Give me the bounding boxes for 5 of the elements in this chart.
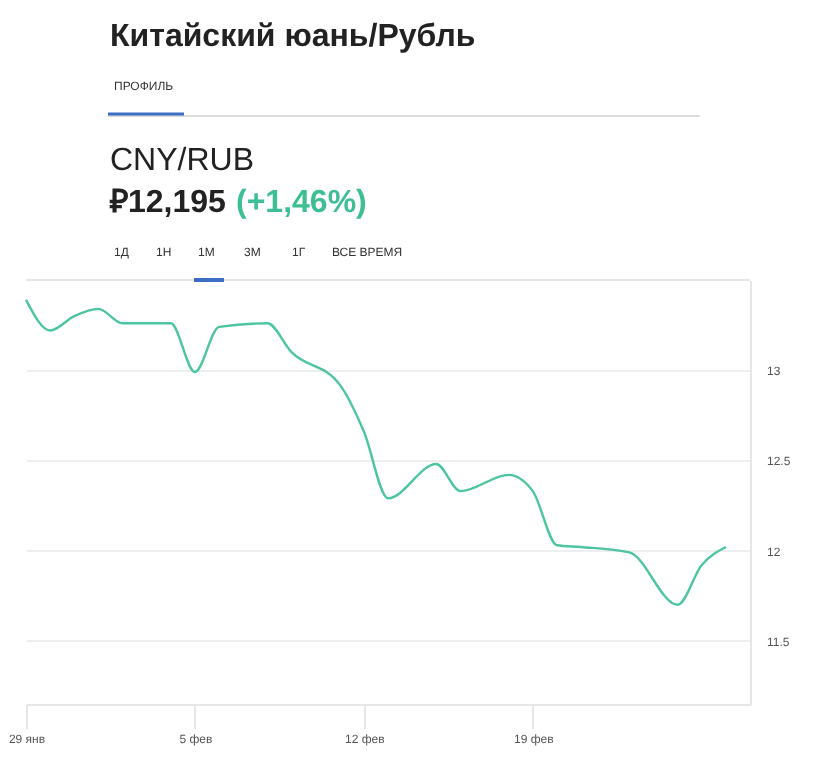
text: (+1,46%) <box>236 186 367 220</box>
line-series <box>24 298 728 606</box>
chart-title: Китайский юань/Рубль <box>110 20 476 54</box>
chart-subtitle: CNY/RUB <box>110 144 255 178</box>
text: ₽12,195 <box>108 186 227 220</box>
